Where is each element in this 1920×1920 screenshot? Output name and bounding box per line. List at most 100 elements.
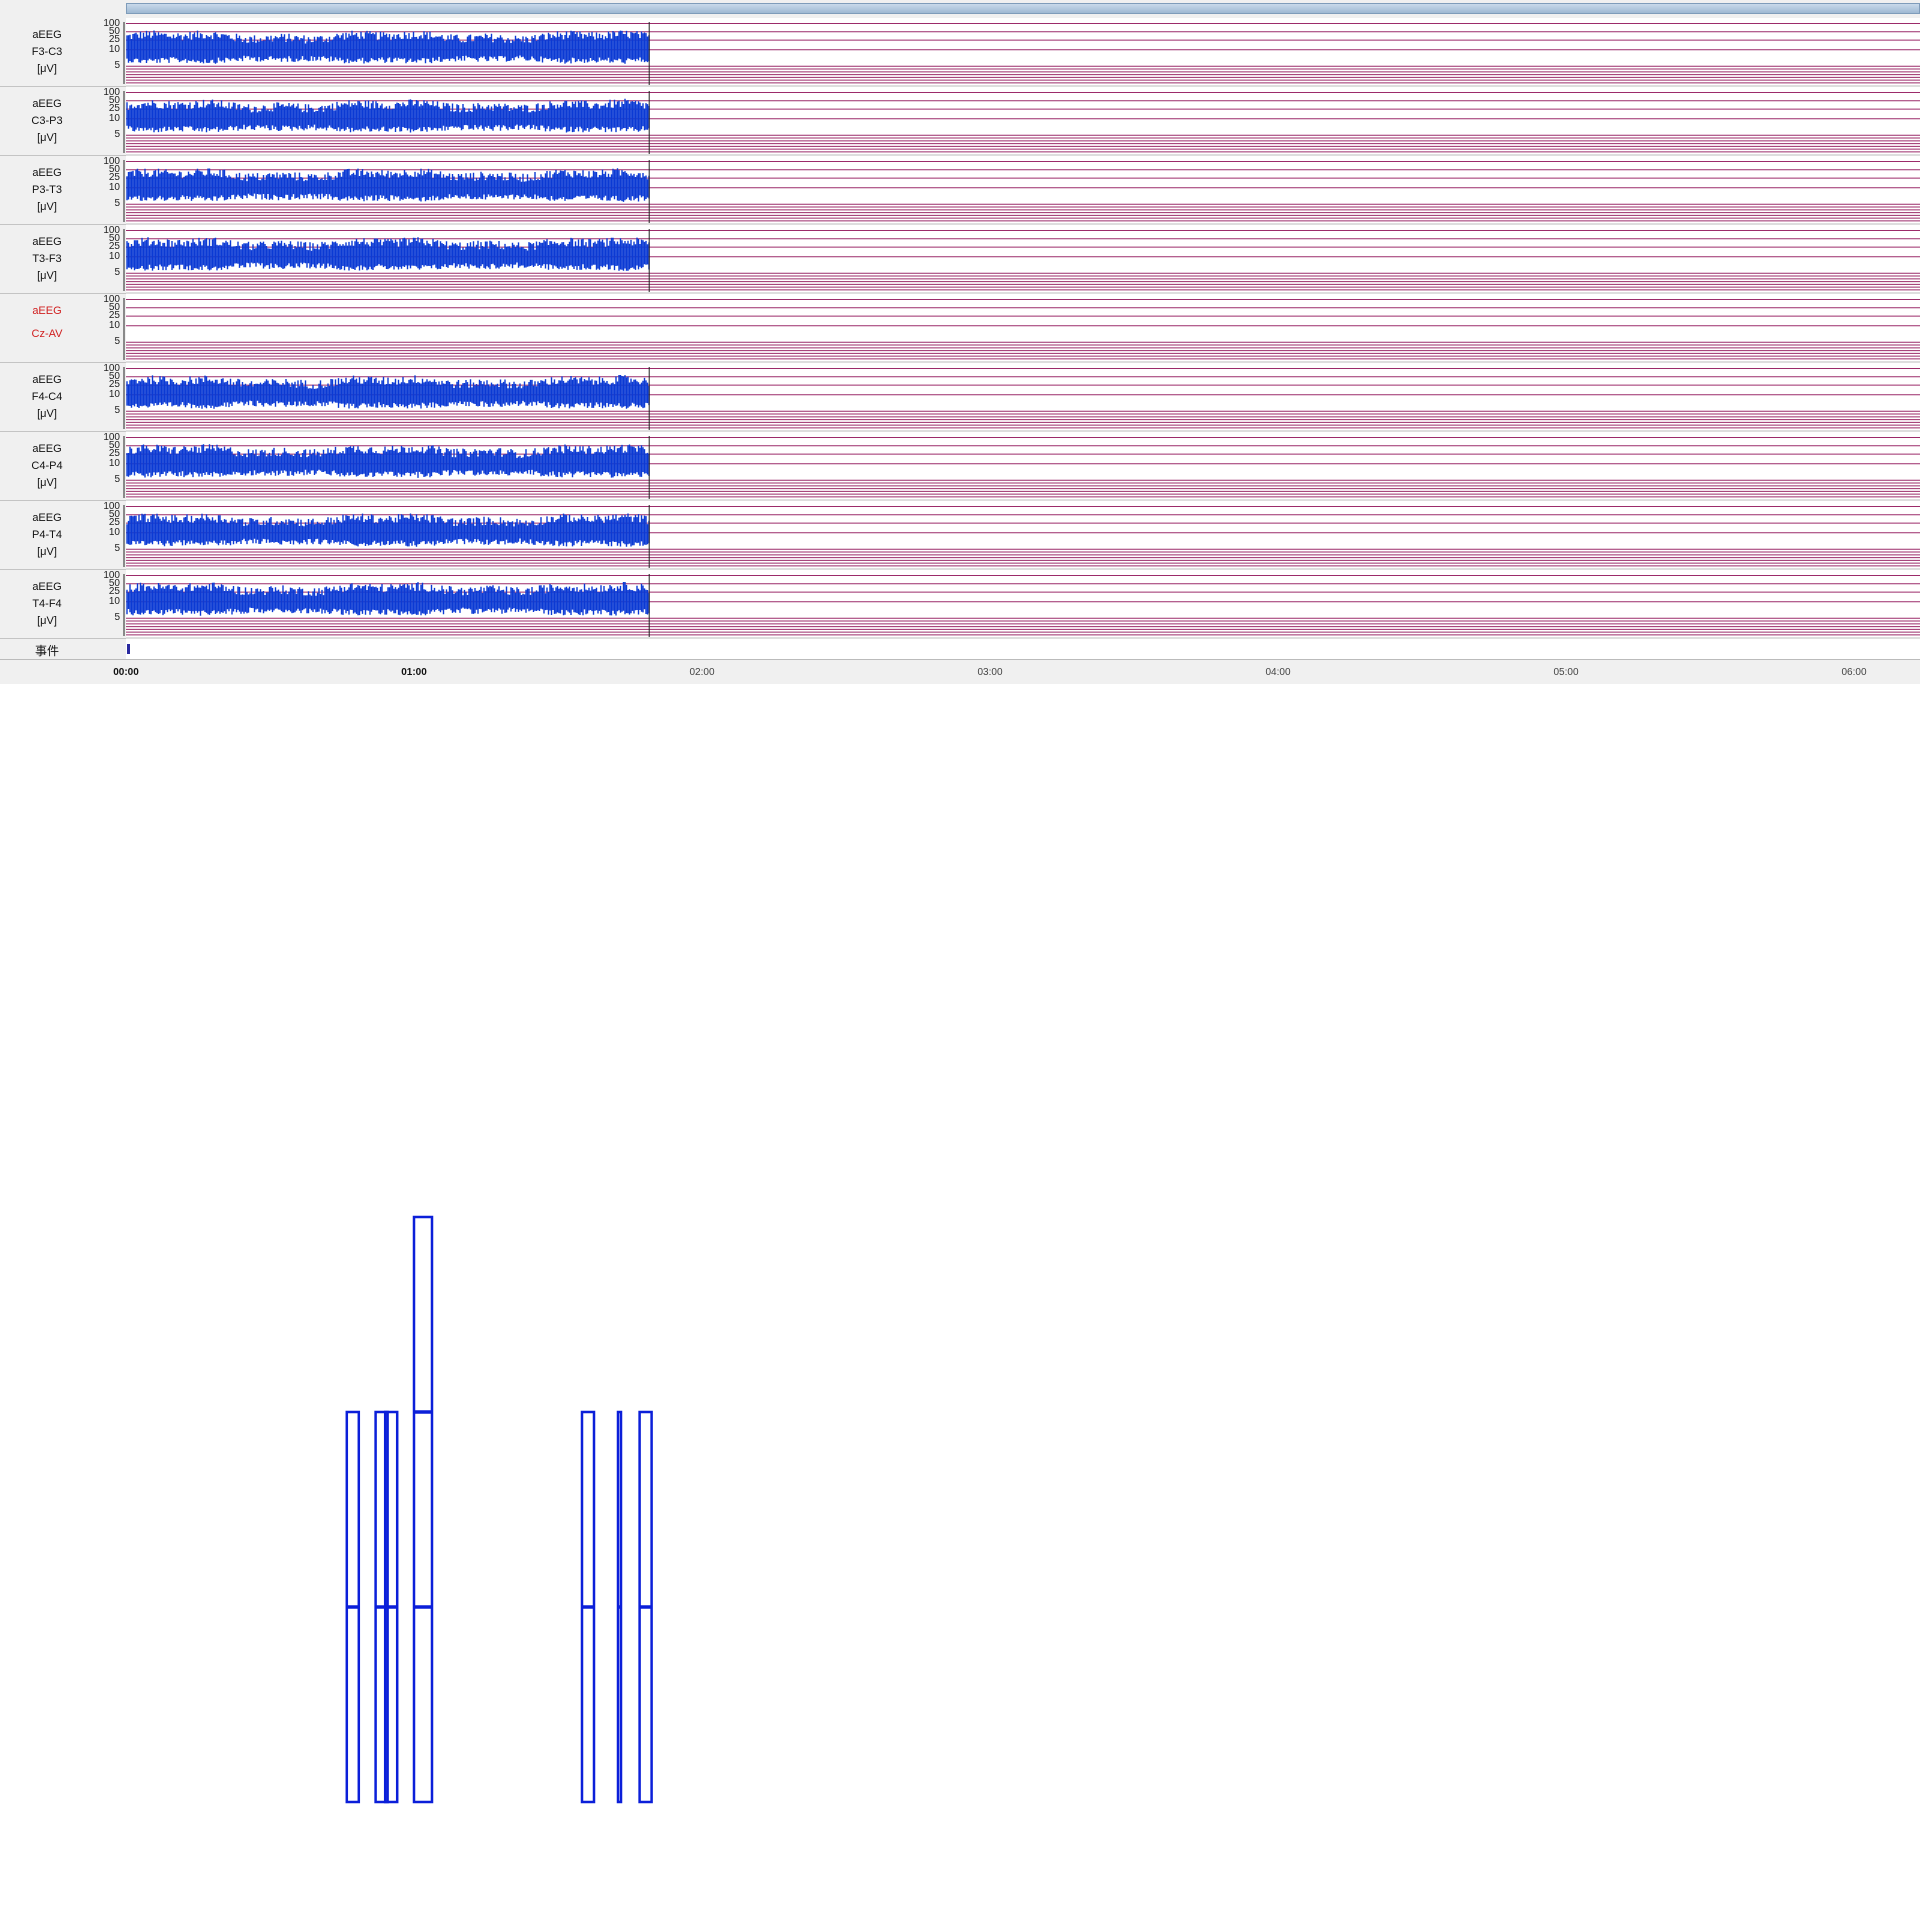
event-marker[interactable] <box>127 644 130 654</box>
channel-lead-8: P4-T4 <box>32 529 62 541</box>
scale-label: 5 <box>114 474 120 486</box>
time-tick-label: 05:00 <box>1553 667 1579 678</box>
aeeg-signal-trace <box>126 30 650 64</box>
scale-label: 25 <box>108 448 120 460</box>
scale-label: 50 <box>108 370 120 382</box>
scale-label: 50 <box>108 94 120 106</box>
scale-label: 10 <box>108 181 120 193</box>
scale-label: 100 <box>103 293 120 305</box>
top-toolbar-strip <box>0 0 1920 18</box>
aeeg-signal-trace <box>126 375 650 409</box>
channel-title-7: aEEG <box>32 443 62 455</box>
time-tick-label: 01:00 <box>401 667 427 678</box>
scale-label: 25 <box>108 241 120 253</box>
channel-band-6[interactable] <box>123 367 1920 432</box>
channel-separator <box>0 638 126 639</box>
channel-separator <box>0 431 126 432</box>
channel-separator <box>0 569 126 570</box>
scale-label: 50 <box>108 25 120 37</box>
scale-label: 50 <box>108 577 120 589</box>
aeeg-trend-plot[interactable] <box>0 0 1920 660</box>
event-box-3 <box>383 1410 399 1804</box>
scale-label: 5 <box>114 336 120 348</box>
channel-title-2: aEEG <box>32 98 62 110</box>
event-box-6 <box>616 1410 623 1804</box>
channel-band-8[interactable] <box>123 505 1920 570</box>
scale-label: 25 <box>108 586 120 598</box>
channel-title-1: aEEG <box>32 29 62 41</box>
channel-separator <box>0 500 126 501</box>
channel-unit-1: [μV] <box>37 63 57 75</box>
channel-band-4[interactable] <box>123 229 1920 294</box>
channel-separator <box>0 293 126 294</box>
scale-label: 10 <box>108 319 120 331</box>
scale-label: 100 <box>103 224 120 236</box>
aeeg-signal-trace <box>126 237 650 271</box>
scale-label: 10 <box>108 526 120 538</box>
scale-label: 5 <box>114 129 120 141</box>
scale-label: 100 <box>103 86 120 98</box>
box-body <box>638 1410 653 1804</box>
scale-label: 5 <box>114 267 120 279</box>
scale-label: 50 <box>108 232 120 244</box>
channel-band-1[interactable] <box>123 22 1920 87</box>
scale-label: 25 <box>108 172 120 184</box>
aeeg-signal-trace <box>126 168 650 202</box>
channel-band-9[interactable] <box>123 574 1920 639</box>
scale-label: 100 <box>103 431 120 443</box>
channel-unit-9: [μV] <box>37 615 57 627</box>
events-label: 事件 <box>34 644 59 658</box>
event-box-5 <box>580 1410 596 1804</box>
channel-unit-2: [μV] <box>37 132 57 144</box>
scale-label: 100 <box>103 17 120 29</box>
channel-title-5: aEEG <box>32 305 62 317</box>
scale-label: 5 <box>114 198 120 210</box>
box-body <box>345 1410 361 1804</box>
channel-title-3: aEEG <box>32 167 62 179</box>
aeeg-signal-trace <box>126 444 650 478</box>
channel-band-5[interactable] <box>123 298 1920 363</box>
scale-label: 100 <box>103 569 120 581</box>
time-tick-label: 02:00 <box>689 667 715 678</box>
channel-lead-1: F3-C3 <box>31 46 63 58</box>
channel-unit-7: [μV] <box>37 477 57 489</box>
box-body <box>616 1410 623 1804</box>
channel-band-7[interactable] <box>123 436 1920 501</box>
channel-lead-3: P3-T3 <box>32 184 62 196</box>
channel-separator <box>0 86 126 87</box>
scale-label: 50 <box>108 163 120 175</box>
channel-lead-2: C3-P3 <box>31 115 63 127</box>
channel-lead-7: C4-P4 <box>31 460 63 472</box>
channel-title-6: aEEG <box>32 374 62 386</box>
channel-band-2[interactable] <box>123 91 1920 156</box>
scale-label: 50 <box>108 508 120 520</box>
channel-separator <box>0 155 126 156</box>
channel-band-3[interactable] <box>123 160 1920 225</box>
event-box-4 <box>412 1215 434 1804</box>
channel-title-8: aEEG <box>32 512 62 524</box>
event-box-1 <box>345 1410 361 1804</box>
channel-separator <box>0 362 126 363</box>
scale-label: 25 <box>108 379 120 391</box>
scale-label: 25 <box>108 103 120 115</box>
channel-separator <box>0 224 126 225</box>
event-box-7 <box>638 1410 653 1804</box>
scale-label: 5 <box>114 543 120 555</box>
channel-title-4: aEEG <box>32 236 62 248</box>
scale-label: 5 <box>114 405 120 417</box>
channel-lead-4: T3-F3 <box>32 253 62 265</box>
scale-label: 50 <box>108 301 120 313</box>
scale-label: 25 <box>108 34 120 46</box>
scale-label: 100 <box>103 155 120 167</box>
channel-label-column <box>0 18 126 660</box>
scale-label: 100 <box>103 362 120 374</box>
channel-lead-6: F4-C4 <box>31 391 63 403</box>
scale-label: 10 <box>108 250 120 262</box>
channel-lead-5: Cz-AV <box>31 328 63 340</box>
box-body <box>374 1410 389 1804</box>
scale-label: 10 <box>108 595 120 607</box>
aeeg-signal-trace <box>126 98 650 133</box>
box-body <box>580 1410 596 1804</box>
scale-label: 5 <box>114 60 120 72</box>
